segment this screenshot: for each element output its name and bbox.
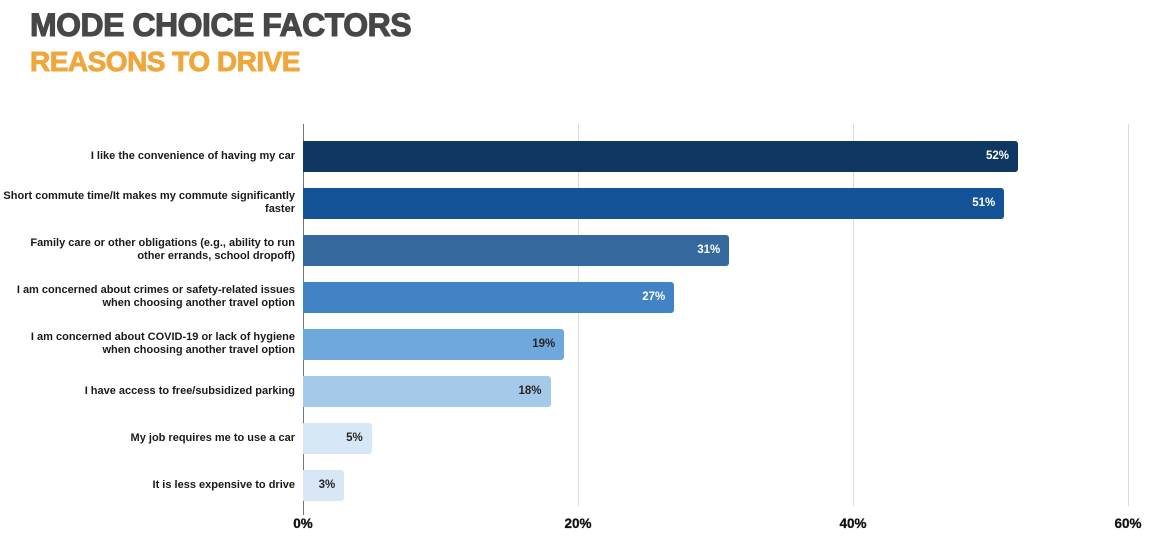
bar-row: Short commute time/It makes my commute s…: [0, 180, 1162, 227]
gridline: [577, 123, 579, 506]
bar-value-label: 31%: [697, 244, 721, 257]
x-axis: 0% 20% 40% 60%: [293, 515, 1142, 538]
bar-track: 19%: [303, 328, 1128, 360]
bar-track: 27%: [303, 281, 1128, 313]
bar: 27%: [303, 281, 675, 313]
bar-value-label: 51%: [972, 197, 996, 210]
category-label: It is less expensive to drive: [152, 478, 295, 491]
bar: 18%: [303, 375, 551, 407]
bar: 31%: [303, 234, 730, 266]
bar-track: 3%: [303, 469, 1128, 501]
x-tick-label: 0%: [293, 515, 313, 531]
category-label: I have access to free/subsidized parking: [84, 384, 295, 397]
bar-track: 18%: [303, 375, 1128, 407]
chart-header: MODE CHOICE FACTORS REASONS TO DRIVE: [0, 0, 1162, 78]
bar: 19%: [303, 328, 565, 360]
category-label: I am concerned about COVID-19 or lack of…: [30, 331, 295, 357]
x-tick-label: 40%: [839, 515, 867, 531]
bar-value-label: 3%: [318, 479, 336, 492]
bar-value-label: 19%: [532, 338, 556, 351]
bar-row: I am concerned about COVID-19 or lack of…: [0, 321, 1162, 368]
category-label: My job requires me to use a car: [130, 431, 295, 444]
bar-chart: I like the convenience of having my car …: [0, 123, 1162, 538]
bar: 52%: [303, 140, 1018, 172]
bar-value-label: 52%: [985, 150, 1009, 163]
page-title: MODE CHOICE FACTORS: [29, 7, 412, 44]
bar-value-label: 5%: [346, 432, 363, 445]
bar-row: I have access to free/subsidized parking…: [0, 368, 1162, 415]
bar-value-label: 18%: [518, 385, 542, 398]
bar-track: 52%: [303, 140, 1128, 172]
category-label: I like the convenience of having my car: [90, 149, 295, 162]
bar: 51%: [303, 187, 1005, 219]
x-tick-label: 60%: [1114, 515, 1142, 531]
bar-row: Family care or other obligations (e.g., …: [0, 227, 1162, 274]
category-label: I am concerned about crimes or safety-re…: [16, 284, 295, 310]
bar-track: 5%: [303, 422, 1128, 454]
bar-row: My job requires me to use a car 5%: [0, 415, 1162, 462]
grid: [303, 123, 1129, 515]
bar-row: I like the convenience of having my car …: [0, 133, 1162, 180]
bar-track: 31%: [303, 234, 1128, 266]
category-label: Short commute time/It makes my commute s…: [3, 190, 295, 216]
y-axis-line: [303, 123, 304, 515]
bar-row: I am concerned about crimes or safety-re…: [0, 274, 1162, 321]
x-tick-label: 20%: [564, 515, 592, 531]
bar-value-label: 27%: [642, 291, 666, 304]
category-label: Family care or other obligations (e.g., …: [30, 237, 295, 263]
bar: 3%: [303, 469, 345, 501]
gridline: [852, 123, 854, 506]
bar-row: It is less expensive to drive 3%: [0, 462, 1162, 509]
bar-track: 51%: [303, 187, 1128, 219]
bar: 5%: [303, 422, 372, 454]
page-subtitle: REASONS TO DRIVE: [30, 45, 301, 77]
bar-rows: I like the convenience of having my car …: [0, 124, 1162, 509]
gridline: [1128, 123, 1129, 506]
